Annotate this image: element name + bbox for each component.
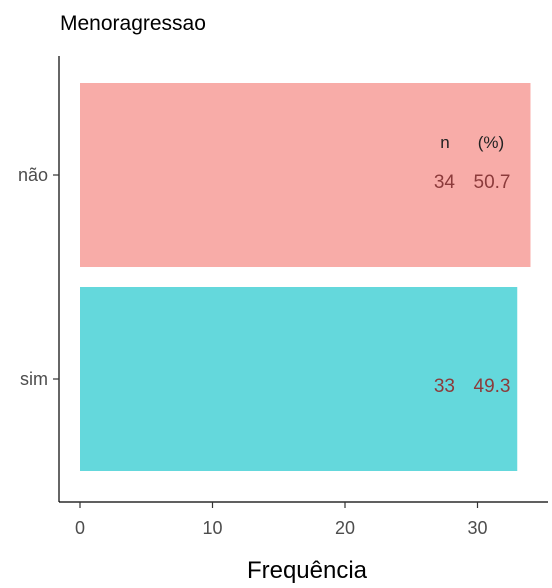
bar-0 bbox=[80, 83, 531, 267]
percent-label-0: 50.7 bbox=[474, 172, 511, 193]
y-axis-ticks: não sim bbox=[18, 165, 59, 389]
count-header-label: n bbox=[440, 133, 449, 152]
x-tick-label-3: 30 bbox=[467, 518, 487, 538]
x-tick-label-0: 0 bbox=[75, 518, 85, 538]
chart-title: Menoragressao bbox=[60, 12, 206, 35]
bar-1 bbox=[80, 287, 518, 471]
percent-header-label: (%) bbox=[478, 133, 504, 152]
bars-layer bbox=[80, 83, 531, 471]
y-tick-label-1: sim bbox=[20, 369, 48, 389]
data-labels-layer: 34 50.7 33 49.3 n (%) bbox=[434, 133, 511, 397]
percent-label-1: 49.3 bbox=[474, 376, 511, 397]
x-axis-ticks: 0 10 20 30 bbox=[75, 502, 488, 538]
x-tick-label-2: 20 bbox=[335, 518, 355, 538]
x-tick-label-1: 10 bbox=[202, 518, 222, 538]
y-tick-label-0: não bbox=[18, 165, 48, 185]
count-label-1: 33 bbox=[434, 376, 455, 397]
x-axis-title: Frequência bbox=[247, 557, 368, 584]
count-label-0: 34 bbox=[434, 172, 456, 193]
